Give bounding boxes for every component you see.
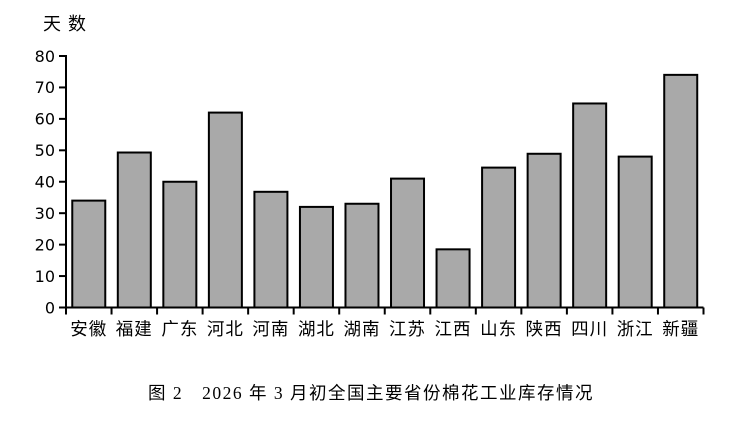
y-tick-label: 20 — [35, 235, 55, 254]
bar-浙江 — [617, 155, 653, 309]
y-tick-label: 10 — [35, 267, 55, 286]
x-category-label: 江西 — [435, 319, 472, 339]
bar-江西 — [435, 248, 471, 309]
x-category-label: 浙江 — [617, 319, 654, 339]
bar-新疆 — [663, 73, 699, 309]
y-tick-label: 30 — [35, 204, 55, 223]
y-axis-title: 天数 — [43, 14, 93, 34]
x-category-label: 广东 — [161, 319, 198, 339]
bar-四川 — [572, 102, 608, 309]
bar-湖北 — [298, 205, 334, 309]
y-tick-label: 40 — [35, 173, 55, 192]
chart-caption: 图 2 2026 年 3 月初全国主要省份棉花工业库存情况 — [148, 383, 594, 403]
x-category-label: 山东 — [480, 319, 517, 339]
bar-河南 — [253, 190, 289, 309]
x-category-label: 江苏 — [389, 319, 426, 339]
x-category-label: 湖北 — [298, 319, 335, 339]
y-tick-label: 60 — [35, 110, 55, 129]
y-tick-label: 50 — [35, 141, 55, 160]
x-category-label: 湖南 — [343, 319, 380, 339]
x-category-label: 福建 — [116, 319, 153, 339]
x-category-label: 四川 — [571, 319, 608, 339]
bar-广东 — [162, 180, 198, 309]
bar-河北 — [207, 111, 243, 309]
bar-山东 — [481, 166, 517, 309]
x-category-label: 河北 — [207, 319, 244, 339]
x-category-label: 新疆 — [662, 319, 699, 339]
bar-江苏 — [390, 177, 426, 309]
bar-陕西 — [526, 152, 562, 309]
bar-湖南 — [344, 202, 380, 309]
y-tick-label: 80 — [35, 47, 55, 66]
x-category-label: 陕西 — [526, 319, 563, 339]
x-category-label: 河南 — [252, 319, 289, 339]
x-category-label: 安徽 — [70, 319, 107, 339]
bar-福建 — [116, 151, 152, 309]
y-tick-label: 70 — [35, 78, 55, 97]
y-tick-label: 0 — [45, 298, 55, 317]
bar-安徽 — [71, 199, 107, 309]
